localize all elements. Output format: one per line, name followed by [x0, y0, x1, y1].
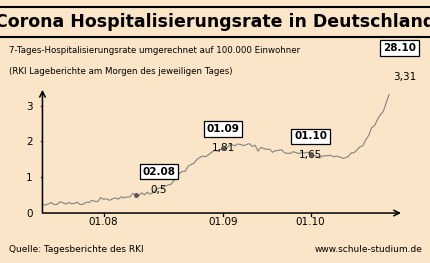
Text: Corona Hospitalisierungsrate in Deutschland: Corona Hospitalisierungsrate in Deutschl…	[0, 13, 430, 31]
Text: 0,5: 0,5	[150, 185, 167, 195]
Text: 02.08: 02.08	[142, 166, 175, 176]
Text: 3,31: 3,31	[392, 72, 415, 82]
Text: (RKI Lageberichte am Morgen des jeweiligen Tages): (RKI Lageberichte am Morgen des jeweilig…	[9, 67, 231, 76]
Text: 28.10: 28.10	[382, 43, 415, 53]
Text: 1,65: 1,65	[298, 150, 321, 160]
Text: 01.10: 01.10	[293, 132, 326, 141]
Text: www.schule-studium.de: www.schule-studium.de	[314, 245, 421, 254]
Text: 1,81: 1,81	[211, 143, 234, 153]
Text: Quelle: Tagesberichte des RKI: Quelle: Tagesberichte des RKI	[9, 245, 143, 254]
Text: 01.09: 01.09	[206, 124, 239, 134]
Text: 7-Tages-Hospitalisierungsrate umgerechnet auf 100.000 Einwohner: 7-Tages-Hospitalisierungsrate umgerechne…	[9, 46, 299, 55]
